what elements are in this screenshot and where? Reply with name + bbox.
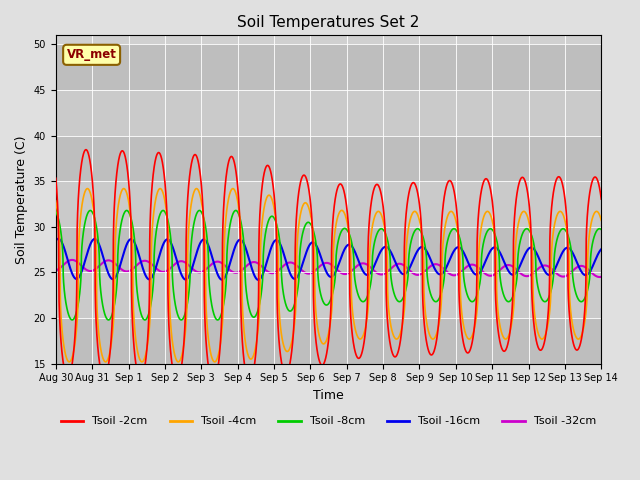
- Legend: Tsoil -2cm, Tsoil -4cm, Tsoil -8cm, Tsoil -16cm, Tsoil -32cm: Tsoil -2cm, Tsoil -4cm, Tsoil -8cm, Tsoi…: [57, 412, 600, 431]
- Text: VR_met: VR_met: [67, 48, 116, 61]
- Bar: [56, 90, 601, 136]
- Bar: [56, 273, 601, 318]
- Bar: [56, 227, 601, 273]
- Title: Soil Temperatures Set 2: Soil Temperatures Set 2: [237, 15, 420, 30]
- Bar: [56, 318, 601, 364]
- Bar: [56, 181, 601, 227]
- Bar: [56, 136, 601, 181]
- X-axis label: Time: Time: [313, 389, 344, 402]
- Y-axis label: Soil Temperature (C): Soil Temperature (C): [15, 135, 28, 264]
- Bar: [56, 45, 601, 90]
